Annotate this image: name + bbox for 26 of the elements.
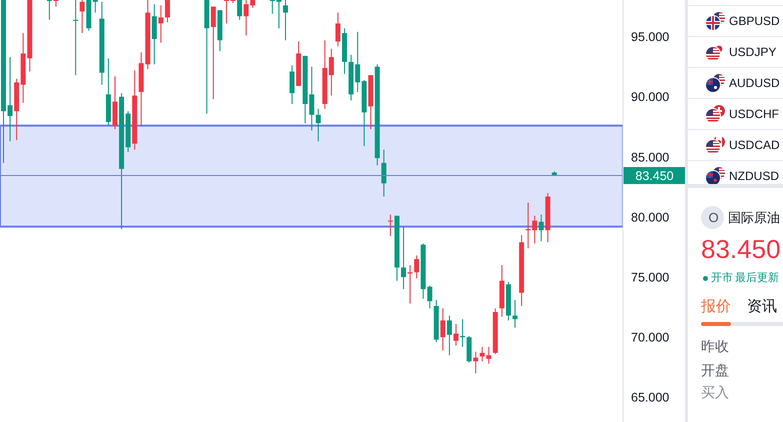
y-tick-label: 85.000 <box>631 150 670 164</box>
y-tick-label: 95.000 <box>631 30 670 44</box>
text: 国际原油 <box>728 210 780 226</box>
y-tick-label: 90.000 <box>631 90 670 104</box>
y-tick-label: 65.000 <box>631 390 670 405</box>
text: NZDUSD <box>729 169 779 184</box>
candlestick <box>73 0 78 76</box>
y-tick-label: 70.000 <box>631 330 670 345</box>
y-tick-label: 80.000 <box>631 210 670 224</box>
text: USDCHF <box>729 107 779 122</box>
y-tick-label: 75.000 <box>631 270 670 284</box>
text: 开市 <box>711 272 733 286</box>
text: GBPUSD <box>729 14 780 29</box>
text: USDJPY <box>729 45 776 60</box>
ref-line-label: 83.450 <box>635 168 674 183</box>
text: 开盘 <box>701 362 729 378</box>
text: AUDUSD <box>729 76 780 91</box>
text: 资讯 <box>747 298 777 316</box>
text: 最后更新 <box>735 272 779 286</box>
text: 买入 <box>701 384 729 401</box>
text: 报价 <box>701 298 731 316</box>
text: USDCAD <box>729 138 780 153</box>
text: 83.450 <box>701 234 781 266</box>
candlestick <box>46 0 52 20</box>
text: O <box>708 210 719 226</box>
text: 昨收 <box>701 338 729 355</box>
